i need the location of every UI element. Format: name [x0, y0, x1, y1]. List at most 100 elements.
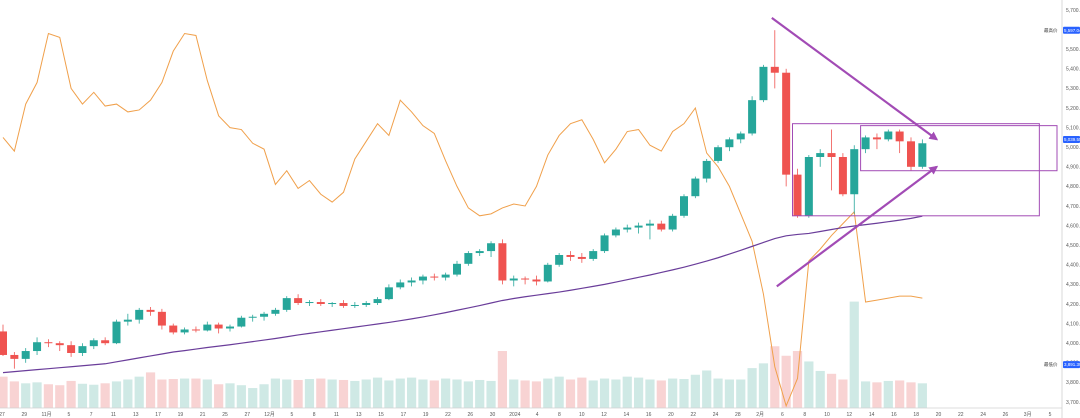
- candle: [180, 327, 189, 335]
- x-tick-label: 7: [90, 412, 93, 418]
- x-tick-label: 19: [423, 412, 429, 418]
- y-tick-label: 5,300.00: [1066, 86, 1080, 92]
- volume-bar: [9, 381, 19, 408]
- volume-bar: [259, 384, 269, 408]
- volume-bar: [520, 380, 530, 408]
- candle: [748, 96, 757, 136]
- volume-bar: [43, 384, 53, 408]
- volume-bar: [441, 378, 451, 408]
- volume-bar: [202, 379, 212, 408]
- candle: [328, 302, 337, 307]
- x-tick-label: 5: [1049, 412, 1052, 418]
- candle: [316, 299, 325, 306]
- volume-bar: [588, 380, 598, 408]
- volume-bar: [66, 380, 76, 408]
- volume-bar: [872, 382, 882, 408]
- volume-bar: [679, 379, 689, 408]
- volume-bar: [713, 378, 723, 408]
- x-tick-label: 19: [178, 412, 184, 418]
- volume-bar: [293, 379, 303, 408]
- candle: [555, 253, 564, 267]
- candle: [373, 297, 382, 305]
- volume-bar: [168, 379, 178, 408]
- x-tick-label: 13: [356, 412, 362, 418]
- volume-bar: [0, 376, 8, 408]
- x-tick-label: 15: [378, 412, 384, 418]
- volume-bar: [89, 384, 99, 408]
- candle: [67, 341, 76, 357]
- candle: [804, 155, 813, 218]
- candle: [521, 276, 530, 285]
- candle: [714, 145, 723, 163]
- candle: [918, 139, 927, 169]
- candle: [248, 314, 257, 322]
- volume-bar: [736, 379, 746, 408]
- volume-bar: [781, 355, 791, 408]
- candle: [123, 313, 132, 326]
- candle: [260, 311, 269, 321]
- volume-bar: [849, 301, 859, 408]
- candle: [294, 294, 303, 305]
- candle: [418, 274, 427, 285]
- x-tick-label: 12月: [264, 412, 275, 418]
- volume-bar: [747, 368, 757, 408]
- candle: [861, 135, 870, 154]
- candle: [169, 323, 178, 335]
- candle: [350, 302, 359, 308]
- candle: [146, 306, 155, 316]
- x-tick-label: 8: [803, 412, 806, 418]
- volume-bar: [282, 379, 292, 408]
- volume-bar: [429, 380, 439, 408]
- consolidation-box-inner: [860, 125, 1058, 172]
- candle: [589, 249, 598, 261]
- x-tick-label: 10: [579, 412, 585, 418]
- candle: [782, 68, 791, 187]
- volume-bar: [634, 377, 644, 408]
- candle: [305, 300, 314, 306]
- volume-bar: [418, 379, 428, 408]
- y-tick-label: 4,100.00: [1066, 321, 1080, 327]
- volume-bar: [917, 383, 927, 408]
- price-axis: 3,700.003,800.003,900.004,000.004,100.00…: [1066, 8, 1080, 406]
- y-tick-label: 5,200.00: [1066, 106, 1080, 112]
- candle: [407, 277, 416, 287]
- candle: [44, 339, 53, 348]
- price-tag-label: 最低价: [1044, 361, 1058, 368]
- volume-bar: [452, 379, 462, 408]
- x-tick-label: 11: [111, 412, 116, 418]
- volume-bar: [543, 378, 553, 408]
- x-tick-label: 22: [958, 412, 964, 418]
- volume-bar: [180, 378, 190, 408]
- x-tick-label: 8: [313, 412, 316, 418]
- price-tag: 5,039.55: [1063, 136, 1080, 144]
- candle: [0, 324, 7, 356]
- x-tick-label: 22: [445, 412, 451, 418]
- candle: [55, 341, 64, 352]
- volume-bar: [395, 378, 405, 408]
- volume-bar: [77, 383, 88, 408]
- x-tick-label: 30: [490, 412, 496, 418]
- annotations: [771, 16, 1058, 288]
- candle: [725, 137, 734, 152]
- y-tick-label: 5,700.00: [1066, 8, 1080, 14]
- y-tick-label: 4,900.00: [1066, 165, 1080, 171]
- volume-bar: [384, 380, 394, 408]
- volume-bar: [497, 351, 507, 408]
- candle: [668, 213, 677, 232]
- candle: [282, 296, 291, 312]
- price-tag-value: 5,597.04: [1064, 28, 1080, 33]
- x-tick-label: 8: [558, 412, 561, 418]
- y-tick-label: 4,700.00: [1066, 204, 1080, 210]
- volume-bar: [554, 376, 564, 408]
- candle: [157, 308, 166, 330]
- x-tick-label: 14: [624, 412, 630, 418]
- y-tick-label: 5,100.00: [1066, 125, 1080, 131]
- moving-average-line: [2, 215, 923, 374]
- x-tick-label: 26: [467, 412, 473, 418]
- candle: [645, 219, 654, 240]
- volume-bar: [372, 377, 383, 408]
- x-tick-label: 28: [735, 412, 741, 418]
- volume-bar: [338, 379, 349, 408]
- candle: [657, 220, 666, 232]
